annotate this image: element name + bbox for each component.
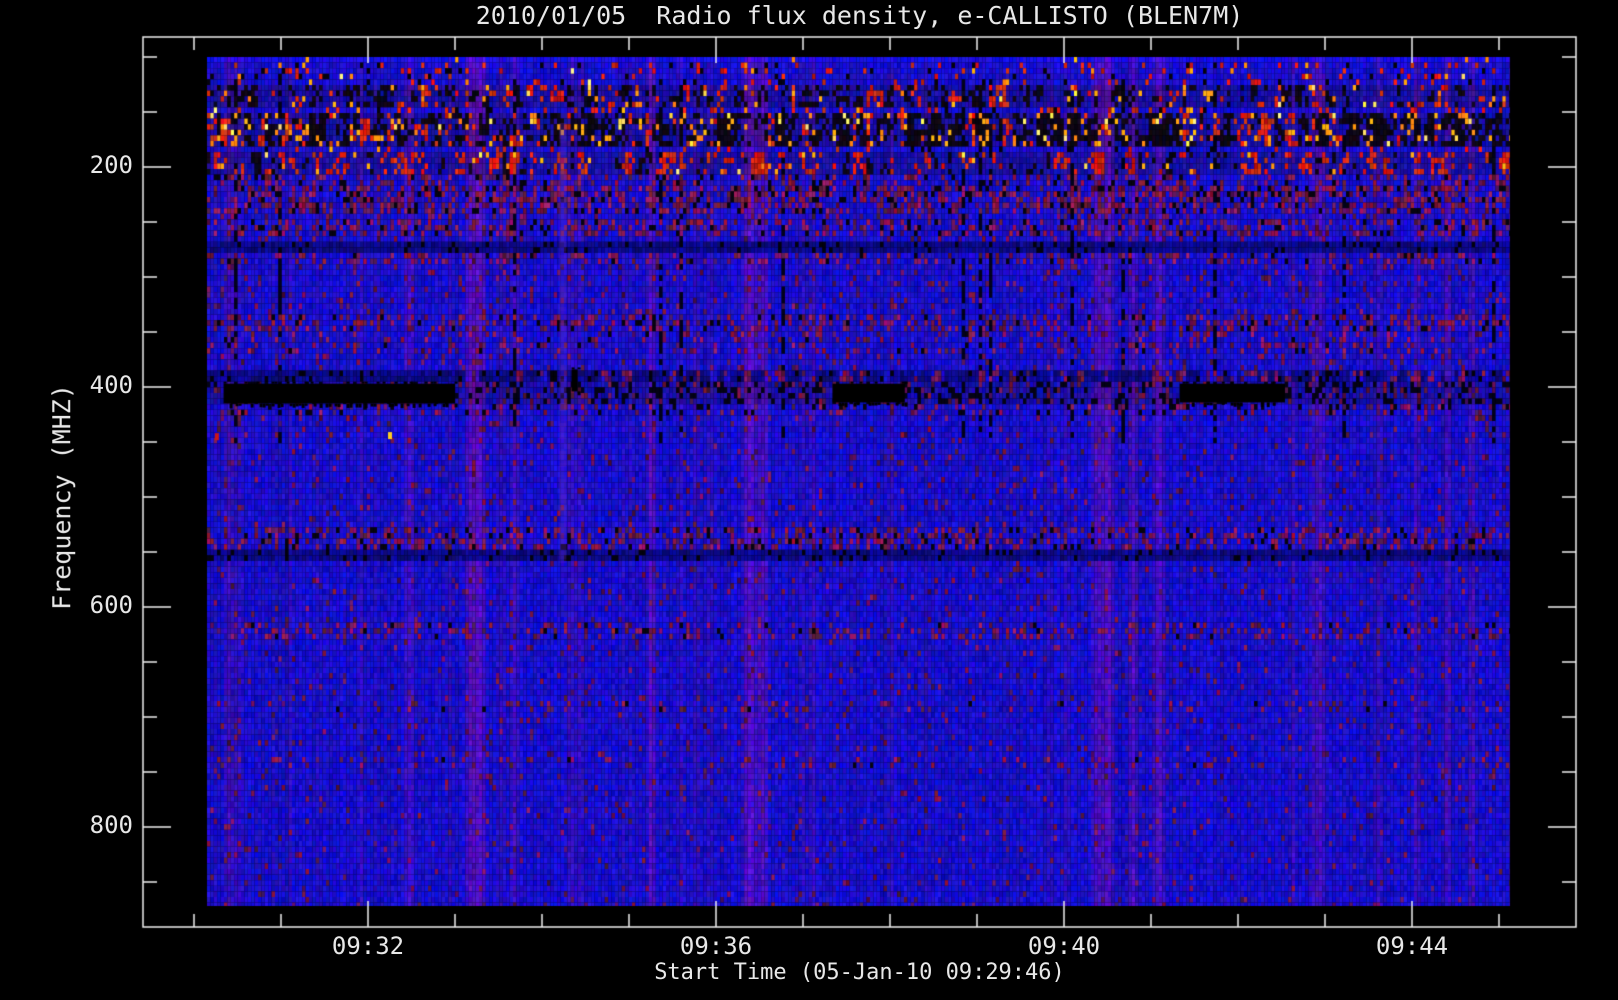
y-tick-label-200: 200 (89, 151, 133, 179)
y-axis-label: Frequency (MHZ) (47, 384, 77, 610)
x-tick-label-0932: 09:32 (331, 932, 405, 960)
y-tick-label-600: 600 (89, 591, 133, 619)
y-tick-label-800: 800 (89, 811, 133, 839)
x-tick-label-0944: 09:44 (1375, 932, 1449, 960)
x-axis-label: Start Time (05-Jan-10 09:29:46) (654, 960, 1065, 985)
chart-title: 2010/01/05 Radio flux density, e-CALLIST… (475, 1, 1244, 30)
y-tick-label-400: 400 (89, 371, 133, 399)
x-tick-label-0940: 09:40 (1027, 932, 1101, 960)
x-tick-label-0936: 09:36 (679, 932, 753, 960)
